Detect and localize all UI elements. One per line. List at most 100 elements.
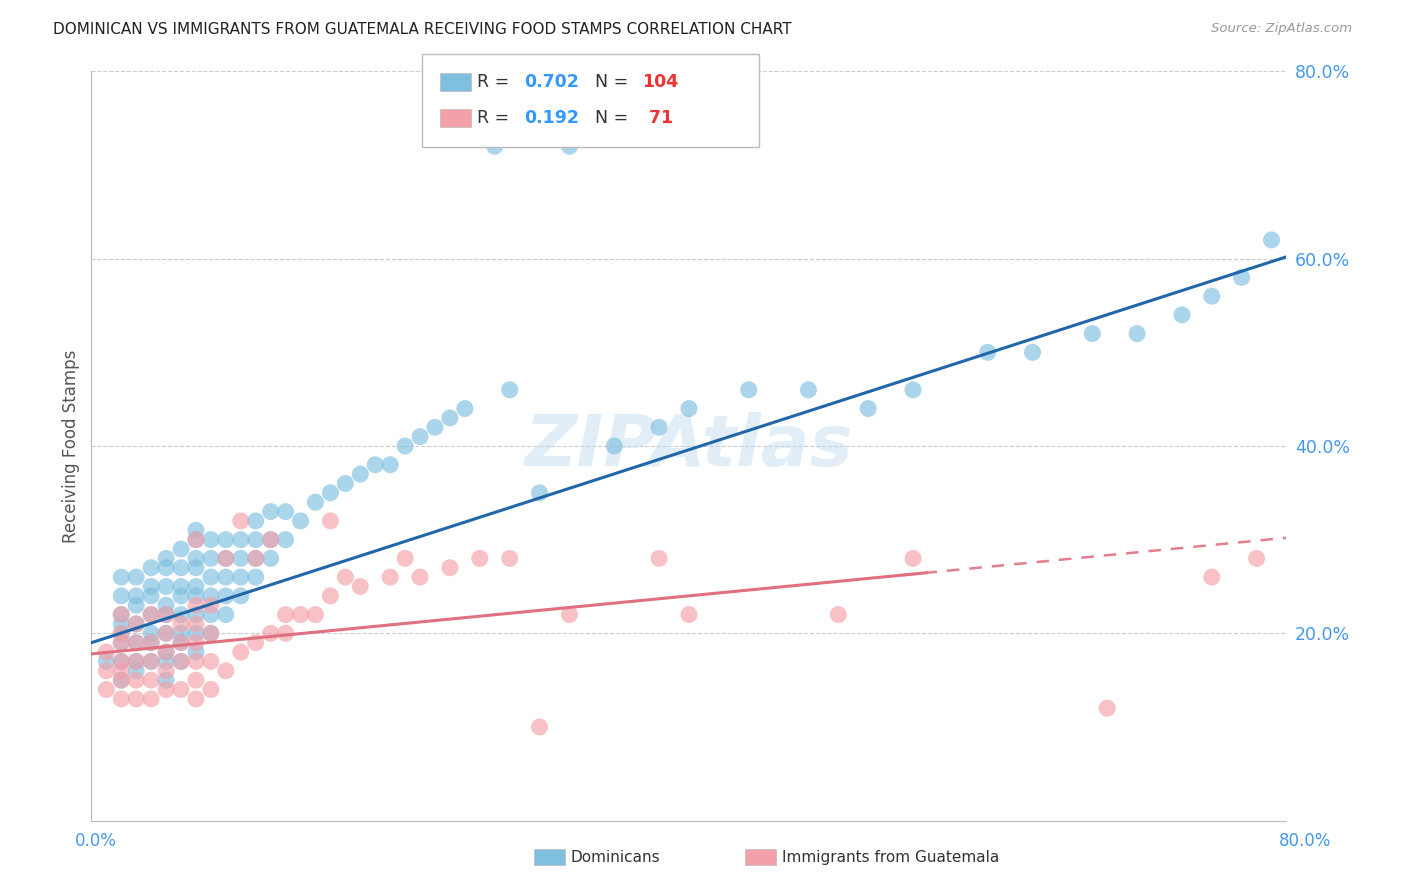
Point	[200, 533, 222, 547]
Point	[110, 655, 132, 669]
Point	[229, 589, 252, 603]
Point	[184, 626, 207, 640]
Point	[409, 430, 432, 444]
Point	[259, 505, 281, 519]
Point	[290, 514, 312, 528]
Point	[110, 607, 132, 622]
Point	[141, 607, 163, 622]
Point	[290, 607, 312, 622]
Point	[125, 692, 148, 706]
Point	[155, 673, 177, 688]
Point	[319, 589, 342, 603]
Point	[1081, 326, 1104, 341]
Point	[245, 570, 267, 584]
Point	[558, 139, 581, 153]
Point	[349, 580, 371, 594]
Text: ZIPAtlas: ZIPAtlas	[524, 411, 853, 481]
Point	[901, 551, 924, 566]
Point	[335, 570, 357, 584]
Text: R =: R =	[477, 109, 515, 127]
Point	[184, 673, 207, 688]
Text: 0.702: 0.702	[524, 73, 579, 91]
Point	[229, 570, 252, 584]
Text: Source: ZipAtlas.com: Source: ZipAtlas.com	[1212, 22, 1353, 36]
Point	[184, 645, 207, 659]
Point	[229, 645, 252, 659]
Point	[827, 607, 849, 622]
Point	[155, 655, 177, 669]
Point	[200, 626, 222, 640]
Point	[468, 551, 491, 566]
Text: 80.0%: 80.0%	[1278, 831, 1331, 849]
Point	[304, 607, 326, 622]
Point	[155, 607, 177, 622]
Point	[215, 664, 238, 678]
Point	[499, 383, 522, 397]
Point	[274, 533, 297, 547]
Point	[409, 570, 432, 584]
Point	[737, 383, 759, 397]
Point	[170, 655, 193, 669]
Point	[184, 524, 207, 538]
Point	[125, 664, 148, 678]
Point	[200, 599, 222, 613]
Text: 71: 71	[643, 109, 672, 127]
Point	[125, 617, 148, 632]
Point	[200, 607, 222, 622]
Point	[110, 673, 132, 688]
Point	[110, 635, 132, 649]
Point	[141, 626, 163, 640]
Point	[170, 626, 193, 640]
Point	[423, 420, 446, 434]
Point	[200, 655, 222, 669]
Point	[155, 645, 177, 659]
Point	[380, 570, 402, 584]
Point	[125, 655, 148, 669]
Point	[439, 411, 461, 425]
Point	[170, 607, 193, 622]
Point	[200, 682, 222, 697]
Point	[259, 626, 281, 640]
Point	[304, 495, 326, 509]
Point	[155, 599, 177, 613]
Point	[1171, 308, 1194, 322]
Point	[1230, 270, 1253, 285]
Point	[170, 561, 193, 575]
Point	[229, 514, 252, 528]
Point	[184, 692, 207, 706]
Point	[229, 533, 252, 547]
Point	[155, 580, 177, 594]
Point	[184, 561, 207, 575]
Point	[110, 655, 132, 669]
Point	[155, 645, 177, 659]
Point	[319, 486, 342, 500]
Point	[110, 589, 132, 603]
Point	[184, 533, 207, 547]
Point	[380, 458, 402, 472]
Point	[1021, 345, 1043, 359]
Point	[215, 551, 238, 566]
Point	[155, 561, 177, 575]
Point	[155, 626, 177, 640]
Point	[96, 655, 118, 669]
Point	[529, 486, 551, 500]
Point	[215, 607, 238, 622]
Point	[1126, 326, 1149, 341]
Point	[245, 551, 267, 566]
Point	[603, 439, 626, 453]
Text: DOMINICAN VS IMMIGRANTS FROM GUATEMALA RECEIVING FOOD STAMPS CORRELATION CHART: DOMINICAN VS IMMIGRANTS FROM GUATEMALA R…	[53, 22, 792, 37]
Point	[1201, 289, 1223, 303]
Point	[141, 655, 163, 669]
Point	[141, 673, 163, 688]
Point	[141, 589, 163, 603]
Point	[529, 720, 551, 734]
Text: N =: N =	[595, 73, 634, 91]
Point	[184, 580, 207, 594]
Point	[245, 514, 267, 528]
Point	[110, 626, 132, 640]
Point	[245, 551, 267, 566]
Point	[170, 542, 193, 557]
Point	[349, 467, 371, 482]
Point	[141, 635, 163, 649]
Point	[96, 664, 118, 678]
